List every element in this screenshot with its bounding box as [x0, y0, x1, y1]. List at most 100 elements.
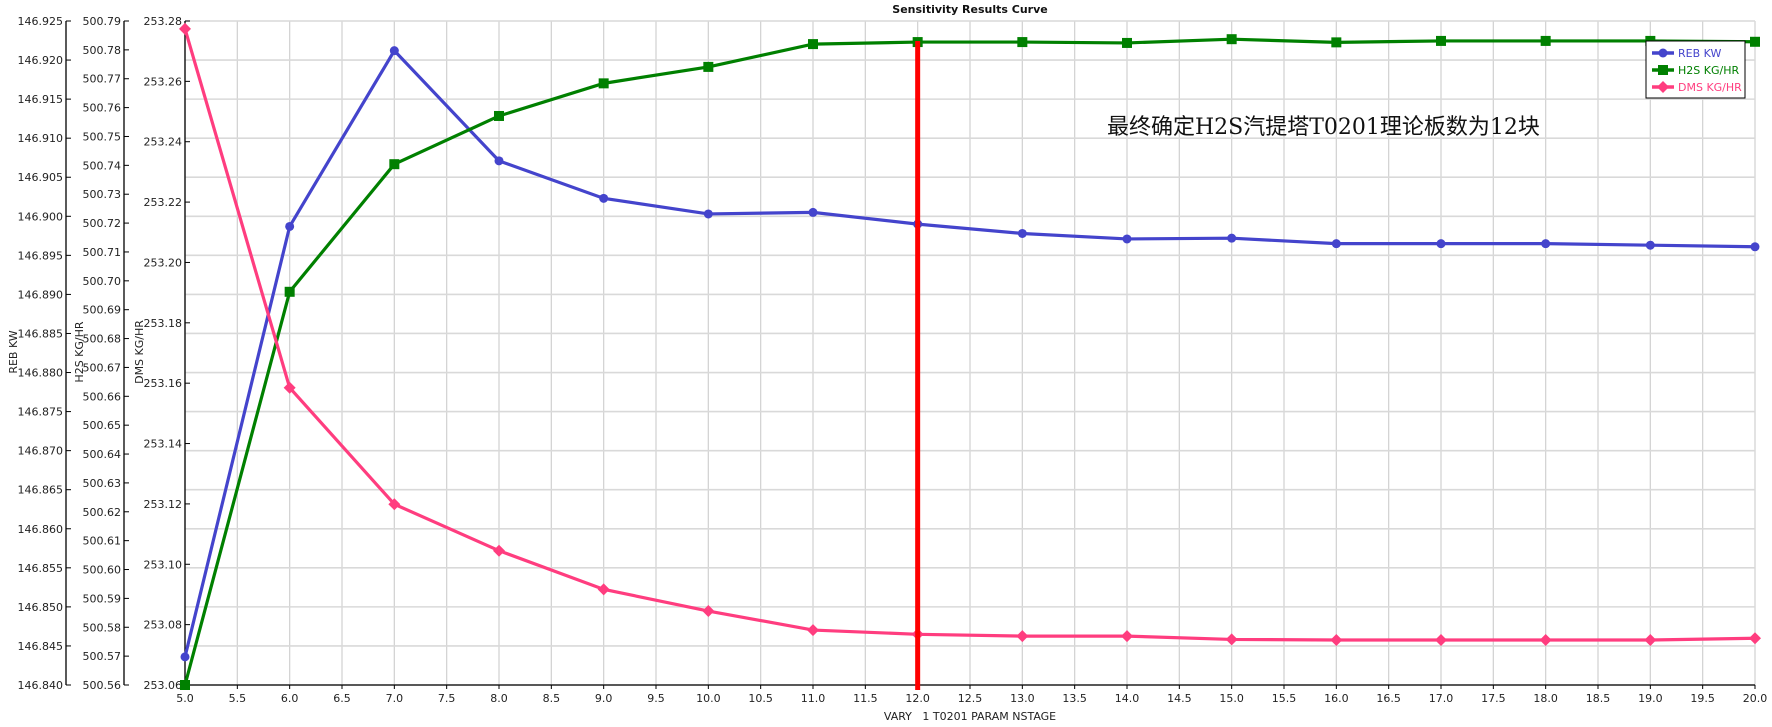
x-tick-label: 11.5 — [853, 692, 878, 705]
x-tick-label: 8.0 — [490, 692, 508, 705]
data-point — [703, 209, 713, 219]
y-tick-label: 253.26 — [144, 75, 183, 88]
data-point — [1435, 634, 1447, 647]
x-tick-label: 18.0 — [1533, 692, 1558, 705]
x-tick-label: 7.0 — [386, 692, 404, 705]
data-point — [1122, 234, 1132, 244]
data-point — [180, 680, 190, 690]
data-point — [1539, 634, 1552, 647]
legend-label: DMS KG/HR — [1678, 81, 1742, 94]
data-point — [1749, 632, 1761, 645]
y-tick-label: 500.71 — [83, 246, 122, 259]
legend-marker — [1658, 65, 1668, 75]
data-point — [1016, 630, 1029, 643]
y-axis-title: REB KW — [7, 330, 20, 373]
data-point — [1017, 37, 1028, 48]
y-tick-label: 500.65 — [83, 419, 122, 432]
x-tick-label: 11.0 — [801, 692, 826, 705]
x-tick-label: 16.0 — [1324, 692, 1349, 705]
data-point — [1436, 239, 1446, 249]
y-axis-title: H2S KG/HR — [73, 321, 86, 382]
y-tick-label: 253.06 — [144, 679, 183, 692]
annotation-text: 最终确定H2S汽提塔T0201理论板数为12块 — [1107, 115, 1540, 140]
data-point — [1644, 634, 1657, 647]
legend: REB KW H2S KG/HR DMS KG/HR — [1645, 40, 1746, 99]
y-tick-label: 500.72 — [83, 217, 122, 230]
x-tick-label: 15.5 — [1272, 692, 1297, 705]
y-tick-label: 146.880 — [18, 367, 64, 380]
data-point — [597, 583, 610, 596]
data-point — [1122, 37, 1132, 48]
y-tick-label: 500.77 — [83, 73, 122, 86]
legend-marker — [1658, 48, 1668, 58]
data-point — [1331, 37, 1342, 48]
y-tick-label: 146.910 — [18, 132, 64, 145]
y-tick-label: 253.14 — [144, 438, 183, 451]
data-point — [180, 652, 190, 662]
y-tick-label: 253.28 — [144, 15, 183, 28]
x-tick-label: 15.0 — [1219, 692, 1244, 705]
data-point — [703, 61, 714, 72]
x-tick-label: 16.5 — [1376, 692, 1401, 705]
legend-label: H2S KG/HR — [1678, 64, 1739, 77]
data-point — [1750, 36, 1760, 47]
y-tick-label: 146.925 — [18, 15, 64, 28]
x-tick-label: 18.5 — [1586, 692, 1611, 705]
y-tick-label: 146.905 — [18, 171, 64, 184]
y-tick-label: 146.920 — [18, 54, 64, 67]
x-tick-label: 14.0 — [1115, 692, 1140, 705]
y-tick-label: 500.60 — [83, 564, 122, 577]
y-tick-label: 500.57 — [83, 650, 122, 663]
x-tick-label: 7.5 — [438, 692, 456, 705]
y-tick-label: 500.73 — [83, 188, 122, 201]
data-point — [599, 193, 609, 203]
data-point — [598, 78, 609, 89]
series-line — [183, 37, 1756, 686]
x-axis-label: VARY 1 T0201 PARAM NSTAGE — [884, 710, 1056, 723]
x-tick-label: 19.5 — [1690, 692, 1715, 705]
y-tick-label: 146.865 — [18, 484, 64, 497]
data-point — [494, 110, 504, 121]
data-point — [389, 159, 400, 170]
x-tick-label: 9.0 — [595, 692, 613, 705]
data-point — [1330, 634, 1343, 647]
y-tick-label: 146.900 — [18, 210, 64, 223]
x-tick-label: 12.5 — [958, 692, 983, 705]
y-tick-label: 146.885 — [18, 327, 64, 340]
y-tick-label: 500.63 — [83, 477, 122, 490]
data-point — [1540, 35, 1551, 46]
y-tick-label: 146.855 — [18, 562, 64, 575]
y-tick-label: 500.68 — [83, 333, 122, 346]
x-tick-label: 14.5 — [1167, 692, 1192, 705]
x-tick-label: 19.0 — [1638, 692, 1663, 705]
y-tick-label: 146.850 — [18, 601, 64, 614]
legend-marker — [1657, 81, 1669, 93]
series-line — [183, 48, 1756, 658]
y-tick-label: 146.870 — [18, 445, 64, 458]
x-tick-label: 5.5 — [229, 692, 247, 705]
y-tick-label: 146.875 — [18, 406, 64, 419]
y-tick-label: 500.69 — [83, 304, 122, 317]
y-tick-label: 253.10 — [144, 558, 183, 571]
data-point — [493, 544, 505, 557]
y-tick-label: 146.840 — [18, 679, 64, 692]
x-tick-label: 20.0 — [1743, 692, 1768, 705]
y-tick-label: 146.845 — [18, 640, 64, 653]
grid — [184, 20, 1756, 686]
data-point — [1331, 239, 1341, 249]
data-point — [702, 605, 715, 618]
y-tick-label: 253.08 — [144, 619, 183, 632]
y-tick-label: 146.890 — [18, 288, 64, 301]
x-tick-label: 6.5 — [333, 692, 351, 705]
y-tick-label: 500.76 — [83, 102, 122, 115]
data-point — [807, 624, 819, 637]
series-dms-kg-hr — [179, 22, 1761, 647]
series-line — [183, 28, 1756, 642]
y-axis-title: DMS KG/HR — [133, 320, 146, 384]
y-tick-label: 146.860 — [18, 523, 64, 536]
data-point — [179, 22, 191, 35]
y-tick-label: 253.20 — [144, 256, 183, 269]
y-tick-label: 500.66 — [83, 390, 122, 403]
y-tick-label: 500.74 — [83, 159, 122, 172]
